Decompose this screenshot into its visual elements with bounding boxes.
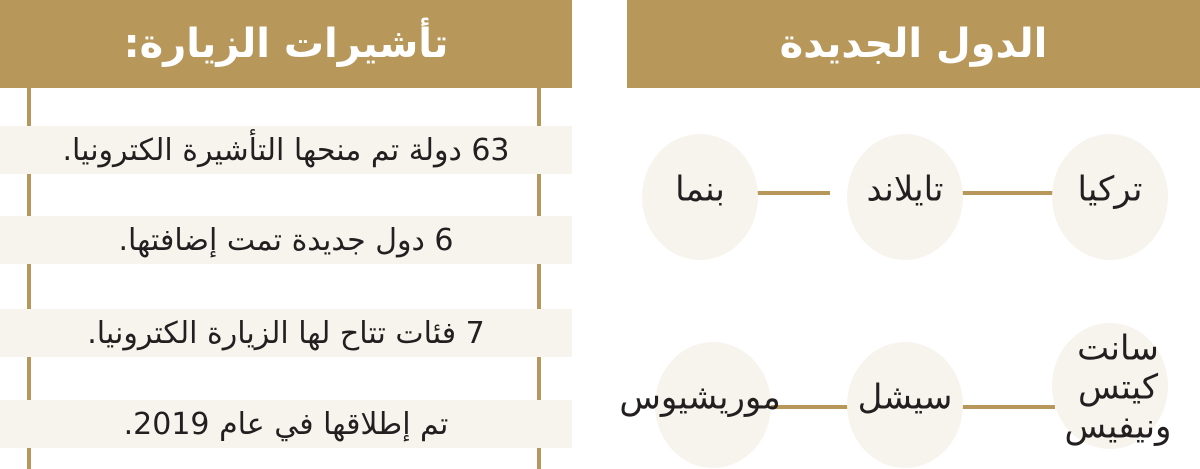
country-circle (1052, 323, 1168, 449)
country-seychelles: سيشل (857, 377, 953, 418)
visa-fact: 6 دول جديدة تمت إضافتها. (0, 216, 572, 264)
country-circle (1052, 134, 1168, 260)
country-turkey: تركيا (1077, 169, 1143, 210)
visas-title: تأشيرات الزيارة: (123, 21, 449, 67)
connector-line (960, 191, 1055, 195)
divider-line (537, 88, 541, 469)
country-circle (847, 134, 963, 260)
visa-fact: 63 دولة تم منحها التأشيرة الكترونيا. (0, 126, 572, 174)
country-panama: بنما (675, 169, 725, 210)
visa-fact: 7 فئات تتاح لها الزيارة الكترونيا. (0, 309, 572, 357)
country-circle (655, 342, 771, 468)
country-mauritius: موريشيوس (619, 377, 781, 418)
countries-title: الدول الجديدة (779, 21, 1048, 67)
country-circle (847, 342, 963, 468)
connector-line (960, 405, 1055, 409)
visa-fact: تم إطلاقها في عام 2019. (0, 400, 572, 448)
visas-header: تأشيرات الزيارة: (0, 0, 572, 88)
countries-header: الدول الجديدة (627, 0, 1200, 88)
connector-line (755, 191, 830, 195)
divider-line (27, 88, 31, 469)
country-thailand: تايلاند (866, 169, 944, 210)
country-saint-kitts-nevis: سانت كيتس ونيفيس (1064, 328, 1172, 447)
country-circle (642, 134, 758, 260)
connector-line (765, 405, 855, 409)
